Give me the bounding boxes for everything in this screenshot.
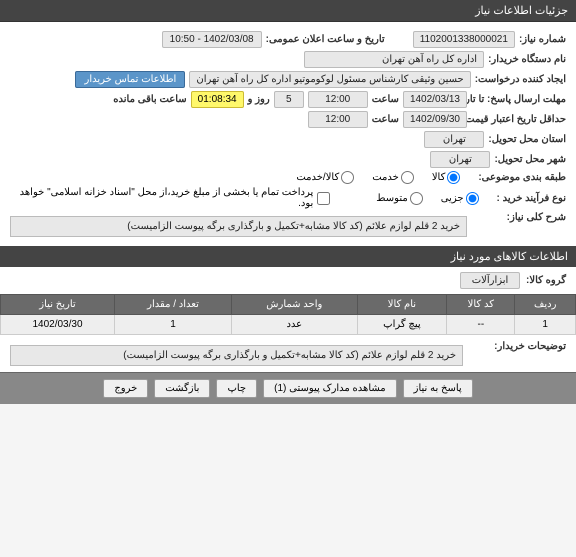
reply-button[interactable]: پاسخ به نیاز bbox=[403, 379, 473, 398]
exit-button[interactable]: خروج bbox=[103, 379, 148, 398]
validity-date: 1402/09/30 bbox=[403, 111, 467, 128]
validity-time: 12:00 bbox=[308, 111, 368, 128]
goods-table: ردیف کد کالا نام کالا واحد شمارش تعداد /… bbox=[0, 294, 576, 335]
goods-section-header: اطلاعات کالاهای مورد نیاز bbox=[0, 246, 576, 267]
category-label: طبقه بندی موضوعی: bbox=[478, 172, 566, 183]
radio-goods-service-input[interactable] bbox=[341, 171, 354, 184]
city-value: تهران bbox=[424, 131, 484, 148]
validity-label: حداقل تاریخ اعتبار قیمت: تا تاریخ: bbox=[471, 114, 566, 125]
print-button[interactable]: چاپ bbox=[216, 379, 257, 398]
need-no-label: شماره نیاز: bbox=[519, 34, 566, 45]
deadline-label: مهلت ارسال پاسخ: تا تاریخ: bbox=[471, 94, 566, 105]
footer-bar: پاسخ به نیاز مشاهده مدارک پیوستی (1) چاپ… bbox=[0, 372, 576, 404]
desc-value: خرید 2 قلم لوازم علائم (کد کالا مشابه+تک… bbox=[10, 216, 467, 237]
delivery-city-value: تهران bbox=[430, 151, 490, 168]
radio-service[interactable]: خدمت bbox=[372, 171, 414, 184]
time-label-2: ساعت bbox=[372, 114, 399, 125]
radio-medium[interactable]: متوسط bbox=[376, 192, 422, 205]
city-label: استان محل تحویل: bbox=[488, 134, 566, 145]
days-value: 5 bbox=[274, 91, 304, 108]
td-date: 1402/03/30 bbox=[1, 315, 115, 335]
buyer-org-label: نام دستگاه خریدار: bbox=[488, 54, 566, 65]
back-button[interactable]: بازگشت bbox=[154, 379, 210, 398]
form-area: شماره نیاز: 1102001338000021 تاریخ و ساع… bbox=[0, 22, 576, 246]
header-bar: جزئیات اطلاعات نیاز bbox=[0, 0, 576, 22]
th-name: نام کالا bbox=[357, 295, 447, 315]
th-row: ردیف bbox=[515, 295, 576, 315]
remain-label: ساعت باقی مانده bbox=[113, 94, 186, 105]
need-no-value: 1102001338000021 bbox=[413, 31, 515, 48]
table-header-row: ردیف کد کالا نام کالا واحد شمارش تعداد /… bbox=[1, 295, 576, 315]
buyer-notes-value: خرید 2 قلم لوازم علائم (کد کالا مشابه+تک… bbox=[10, 345, 463, 366]
buyer-notes-label: توضیحات خریدار: bbox=[471, 341, 566, 366]
th-code: کد کالا bbox=[447, 295, 515, 315]
radio-goods-service[interactable]: کالا/خدمت bbox=[296, 171, 354, 184]
deadline-date: 1402/03/13 bbox=[403, 91, 467, 108]
td-unit: عدد bbox=[232, 315, 358, 335]
td-qty: 1 bbox=[114, 315, 231, 335]
buyer-desc-row: توضیحات خریدار: خرید 2 قلم لوازم علائم (… bbox=[0, 335, 576, 372]
announce-label: تاریخ و ساعت اعلان عمومی: bbox=[266, 34, 385, 45]
radio-service-input[interactable] bbox=[401, 171, 414, 184]
requester-label: ایجاد کننده درخواست: bbox=[475, 74, 566, 85]
announce-value: 1402/03/08 - 10:50 bbox=[162, 31, 262, 48]
td-row: 1 bbox=[515, 315, 576, 335]
th-date: تاریخ نیاز bbox=[1, 295, 115, 315]
purchase-type-label: نوع فرآیند خرید : bbox=[497, 193, 566, 204]
radio-partial[interactable]: جزیی bbox=[441, 192, 479, 205]
payment-checkbox-input[interactable] bbox=[317, 192, 330, 205]
payment-checkbox[interactable]: پرداخت تمام یا بخشی از مبلغ خرید،از محل … bbox=[10, 187, 330, 209]
delivery-city-label: شهر محل تحویل: bbox=[494, 154, 566, 165]
radio-partial-input[interactable] bbox=[466, 192, 479, 205]
group-row: گروه کالا: ابزارآلات bbox=[0, 267, 576, 294]
td-code: -- bbox=[447, 315, 515, 335]
th-qty: تعداد / مقدار bbox=[114, 295, 231, 315]
header-title: جزئیات اطلاعات نیاز bbox=[475, 5, 568, 17]
td-name: پیچ گراپ bbox=[357, 315, 447, 335]
remaining-timer: 01:08:34 bbox=[191, 91, 244, 108]
radio-medium-input[interactable] bbox=[410, 192, 423, 205]
group-label: گروه کالا: bbox=[526, 275, 566, 286]
days-label: روز و bbox=[248, 94, 270, 105]
radio-goods-input[interactable] bbox=[447, 171, 460, 184]
radio-goods[interactable]: کالا bbox=[432, 171, 461, 184]
th-unit: واحد شمارش bbox=[232, 295, 358, 315]
group-value: ابزارآلات bbox=[460, 272, 520, 289]
contact-button[interactable]: اطلاعات تماس خریدار bbox=[75, 71, 185, 88]
table-row[interactable]: 1 -- پیچ گراپ عدد 1 1402/03/30 bbox=[1, 315, 576, 335]
attachments-button[interactable]: مشاهده مدارک پیوستی (1) bbox=[263, 379, 397, 398]
buyer-org-value: اداره کل راه آهن تهران bbox=[304, 51, 484, 68]
time-label-1: ساعت bbox=[372, 94, 399, 105]
desc-label: شرح کلی نیاز: bbox=[471, 212, 566, 223]
deadline-time: 12:00 bbox=[308, 91, 368, 108]
requester-value: حسین وثیقی کارشناس مسئول لوکوموتیو اداره… bbox=[189, 71, 470, 88]
